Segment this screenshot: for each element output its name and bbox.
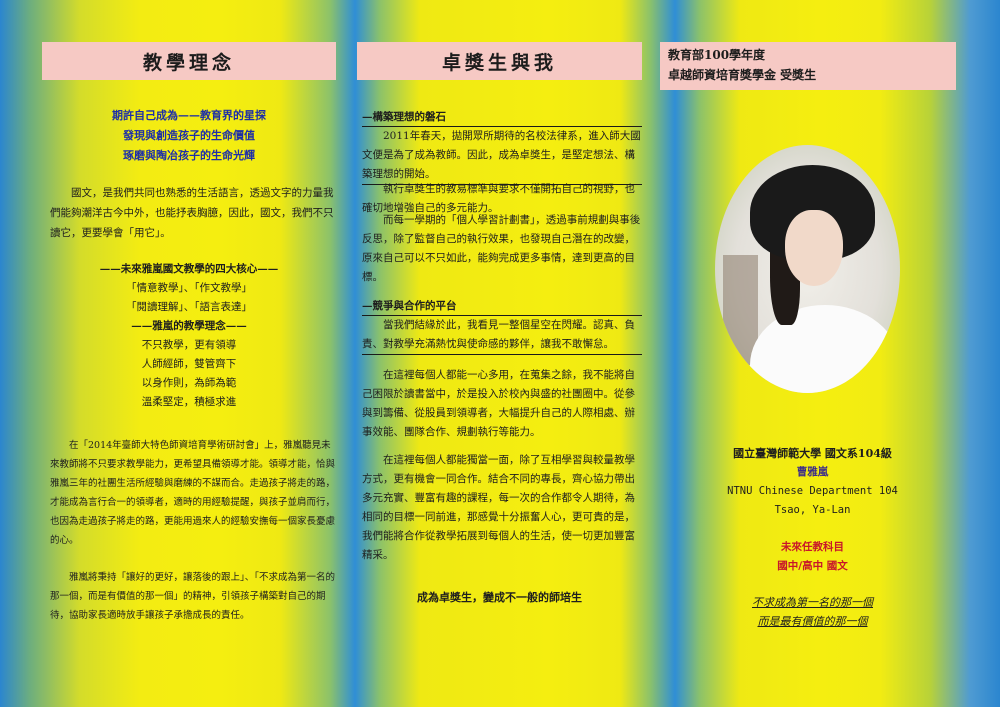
motto: 期許自己成為——教育界的星探 發現與創造孩子的生命價值 琢磨與陶冶孩子的生命光輝 (42, 106, 336, 166)
core-block: ——未來雅嵐國文教學的四大核心—— 「情意教學」、「作文教學」 「閱讀理解」、「… (42, 260, 336, 412)
slogan-line-1: 不求成為第一名的那一個 (752, 596, 873, 609)
slogan-line-2: 而是最有價值的那一個 (757, 615, 868, 628)
motto-line-2: 發現與創造孩子的生命價值 (123, 129, 255, 142)
award-line-1: 教育部100學年度 (668, 48, 766, 62)
shirt-shape (750, 305, 900, 393)
core-heading: ——未來雅嵐國文教學的四大核心—— (99, 263, 279, 275)
face-shape (785, 210, 843, 286)
section-2-para-2: 在這裡每個人都能一心多用，在蒐集之餘，我不能將自己困限於讀書當中，於是投入於校內… (362, 369, 635, 438)
idea-item-3: 以身作則，為師為範 (141, 377, 237, 389)
core-item-1: 「情意教學」、「作文教學」 (126, 282, 252, 294)
slogan-block: 不求成為第一名的那一個 而是最有價值的那一個 (690, 593, 935, 631)
section-2-para-3: 在這裡每個人都能獨當一面，除了互相學習與較量教學方式，更有機會一同合作。結合不同… (362, 454, 635, 561)
section-2-para-1: 當我們結緣於此，我看見一整個星空在閃耀。認真、負責、對教學充滿熱忱與使命感的夥伴… (362, 315, 642, 355)
profile-info: 國立臺灣師範大學 國文系104級 曹雅嵐 NTNU Chinese Depart… (690, 444, 935, 520)
name-english: Tsao, Ya-Lan (774, 504, 851, 516)
award-box: 教育部100學年度 卓越師資培育獎學金 受獎生 (660, 42, 956, 90)
idea-item-1: 不只教學，更有領導 (141, 339, 237, 351)
core-item-2: 「閱讀理解」、「語言表達」 (126, 301, 252, 313)
school-line: 國立臺灣師範大學 國文系104級 (733, 447, 892, 460)
idea-item-2: 人師經師，雙管齊下 (141, 358, 237, 370)
section-1-para-3: 而每一學期的「個人學習計劃書」，透過事前規劃與事後反思，除了監督自己的執行效果，… (362, 214, 641, 283)
section-1-para-2: 執行卓獎生的教易標準與要求不僅開拓自己的視野，也確切地增強自己的多元能力。 (362, 183, 635, 214)
left-paragraph-1: 在「2014年臺師大特色師資培育學術研討會」上，雅嵐聽見未來教師將不只要求教學能… (50, 440, 336, 546)
closing-line: 成為卓獎生，變成不一般的師培生 (417, 591, 582, 604)
bookshelf-shape (723, 255, 758, 365)
subject-block: 未來任教科目 國中/高中 國文 (690, 538, 935, 576)
motto-line-3: 琢磨與陶冶孩子的生命光輝 (123, 149, 255, 162)
name-line: 曹雅嵐 (796, 466, 829, 478)
dept-english: NTNU Chinese Department 104 (727, 485, 898, 497)
award-line-2: 卓越師資培育獎學金 受獎生 (668, 68, 817, 82)
left-paragraph-2: 雅嵐將秉持「讓好的更好，讓落後的跟上」、「不求成為第一名的那一個，而是有價值的那… (50, 572, 336, 621)
profile-photo (715, 145, 900, 393)
left-title: 教學理念 (42, 42, 336, 80)
section-1-para-1: 2011年春天，拋開眾所期待的名校法律系，進入師大國文便是為了成為教師。因此，成… (362, 126, 642, 185)
subject-label: 未來任教科目 (781, 541, 844, 553)
idea-heading: ——雅嵐的教學理念—— (131, 320, 247, 332)
idea-item-4: 溫柔堅定，積極求進 (141, 396, 237, 408)
middle-title: 卓獎生與我 (357, 42, 642, 80)
subject-value: 國中/高中 國文 (777, 560, 848, 572)
section-2-heading: —競爭與合作的平台 (362, 300, 457, 312)
motto-line-1: 期許自己成為——教育界的星探 (112, 109, 266, 122)
section-1-heading: —構築理想的磐石 (362, 111, 446, 123)
intro-paragraph: 國文，是我們共同也熟悉的生活語言，透過文字的力量我們能夠潮洋古今中外，也能抒表胸… (50, 187, 334, 239)
